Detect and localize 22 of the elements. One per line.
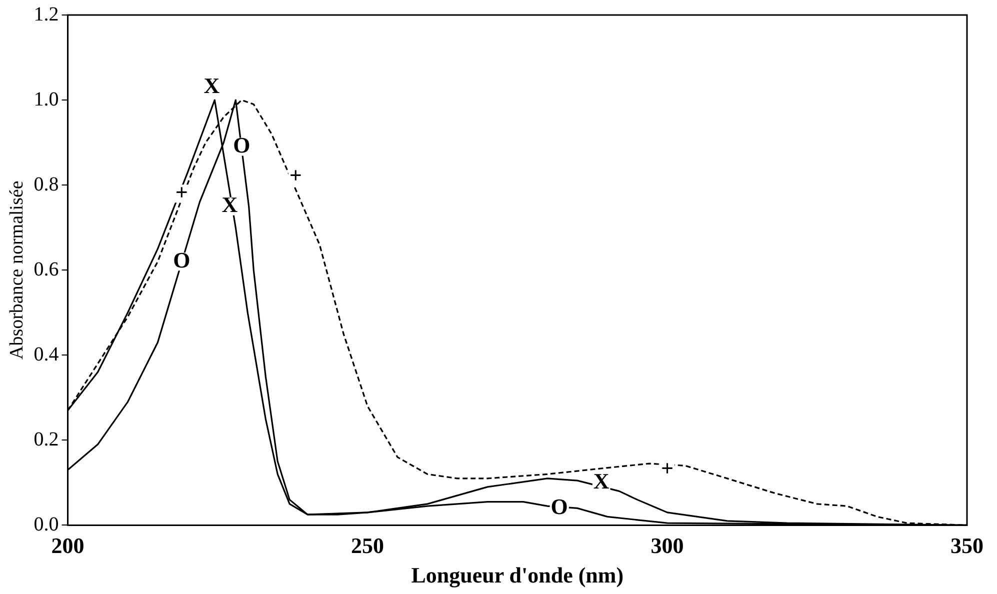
x-axis-title: Longueur d'onde (nm) [411, 562, 624, 588]
x-tick-label: 250 [351, 533, 384, 558]
y-tick-label: 0.6 [34, 258, 59, 280]
annotation: X [204, 72, 220, 98]
annotation: X [222, 192, 238, 218]
annotation: + [175, 179, 188, 204]
x-tick-label: 350 [950, 533, 984, 558]
annotation: O [173, 247, 190, 272]
x-tick-label: 300 [650, 533, 684, 558]
y-tick-label: 1.0 [34, 88, 59, 110]
y-axis-title: Absorbance normalisée [6, 180, 28, 360]
x-tick-label: 200 [51, 533, 84, 558]
annotation: O [550, 494, 568, 519]
annotation: + [289, 162, 302, 188]
annotation: O [233, 132, 250, 158]
annotation: X [593, 468, 610, 494]
y-tick-label: 0.4 [34, 343, 59, 366]
y-tick-label: 0.2 [34, 428, 59, 450]
y-tick-label: 0.0 [34, 513, 59, 536]
annotation: + [660, 456, 674, 481]
y-tick-label: 0.8 [34, 173, 59, 196]
y-tick-label: 1.2 [34, 3, 59, 26]
